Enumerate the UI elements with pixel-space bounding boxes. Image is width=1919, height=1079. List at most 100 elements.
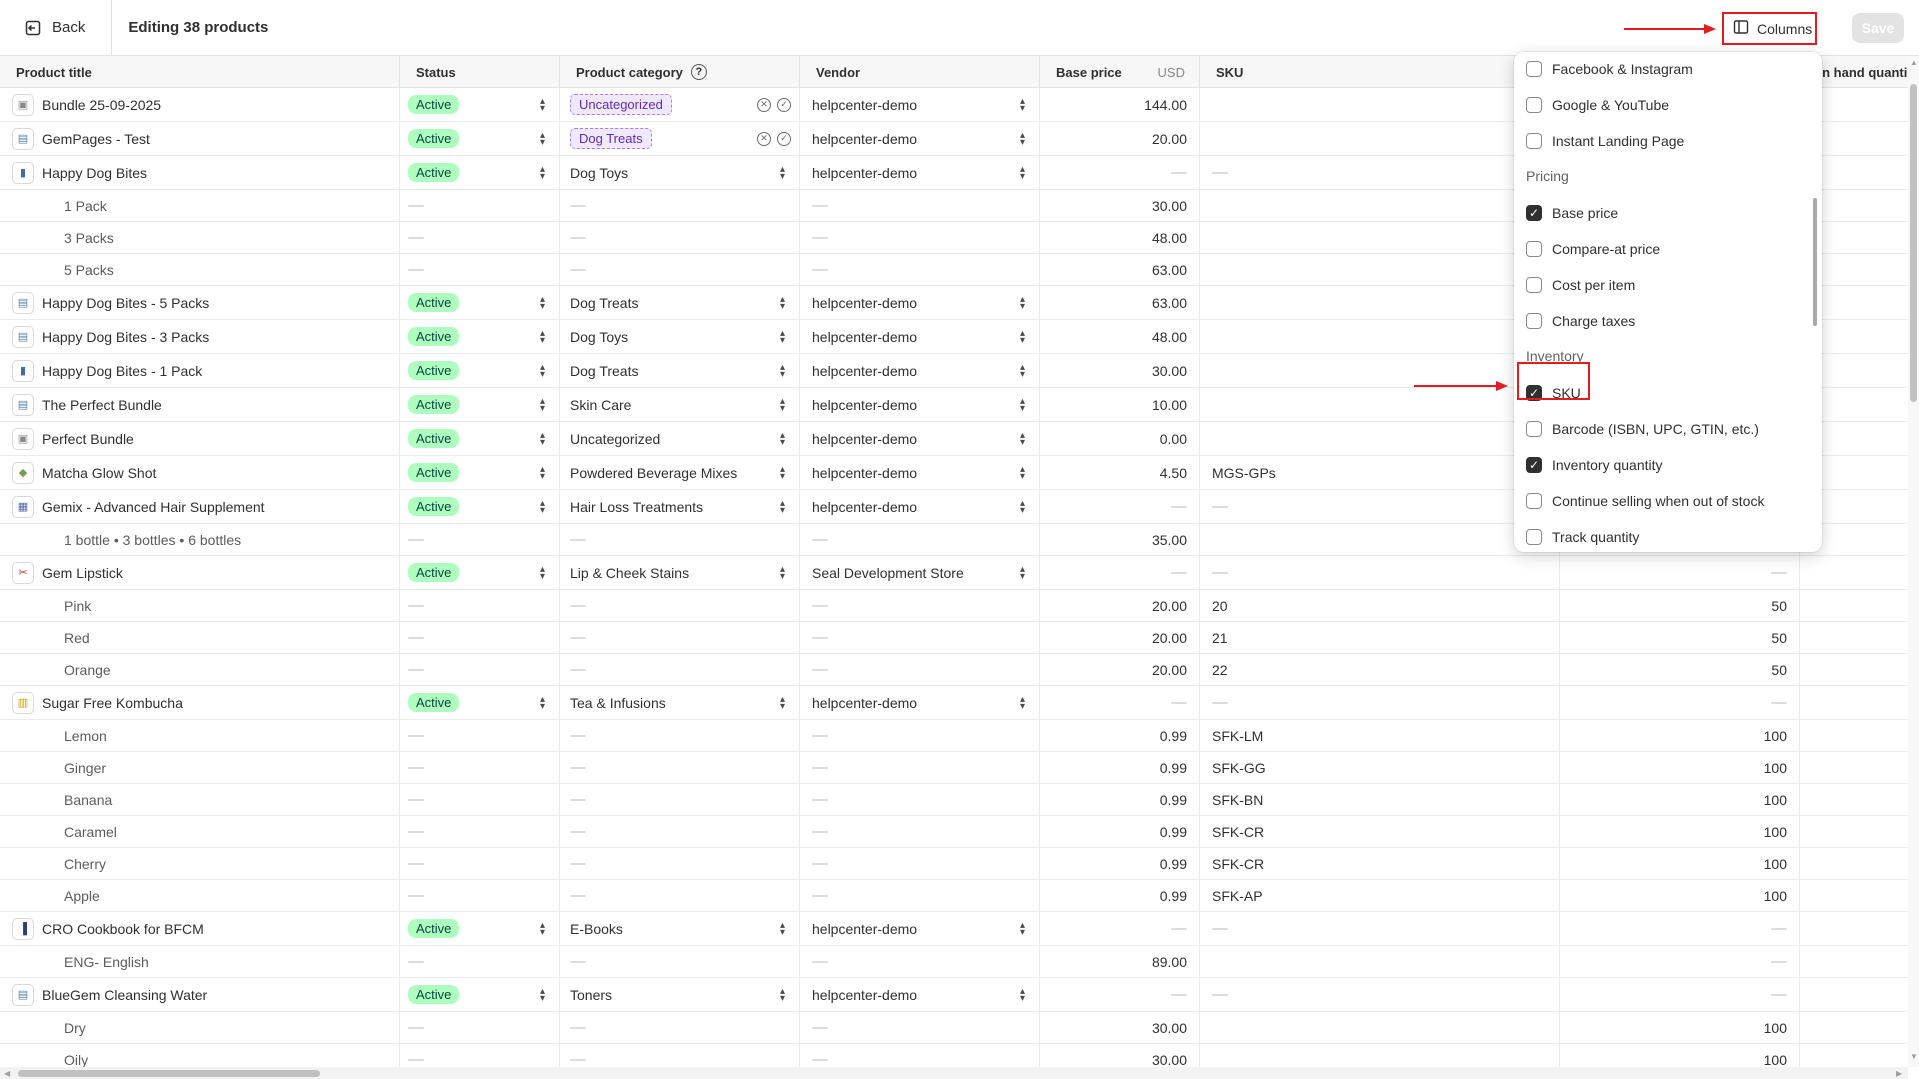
product-title-cell[interactable]: ▮ Happy Dog Bites [0, 156, 400, 189]
on-hand-quantity-cell[interactable] [1800, 978, 1908, 1011]
vendor-cell[interactable]: helpcenter-demo ▴ ▾ [800, 88, 1040, 121]
column-option[interactable]: ✓ SKU [1526, 381, 1581, 405]
select-chevron-icon[interactable]: ▴ ▾ [1019, 985, 1025, 1004]
product-category-cell[interactable]: Uncategorized ▴ ▾ [560, 422, 800, 455]
reject-icon[interactable]: ✕ [757, 97, 771, 112]
on-hand-quantity-cell[interactable] [1800, 912, 1908, 945]
vendor-cell[interactable]: Seal Development Store ▴ ▾ [800, 556, 1040, 589]
base-price-cell[interactable]: 10.00 [1040, 388, 1200, 421]
checkbox-unchecked-icon[interactable] [1526, 421, 1542, 437]
product-category-cell[interactable]: Tea & Infusions ▴ ▾ [560, 686, 800, 719]
inventory-quantity-cell[interactable]: 50 [1560, 654, 1800, 685]
product-row[interactable]: ▤ Happy Dog Bites - 5 Packs Active ▴ ▾ Dog Tr… [0, 286, 1908, 320]
status-cell[interactable]: Active ▴ ▾ [400, 490, 560, 523]
product-category-cell[interactable] [560, 190, 800, 221]
scroll-up-icon[interactable]: ▲ [1910, 58, 1918, 67]
vendor-cell[interactable] [800, 784, 1040, 815]
checkbox-checked-icon[interactable]: ✓ [1526, 457, 1542, 473]
sku-cell[interactable]: SFK-LM [1200, 720, 1560, 751]
inventory-quantity-cell[interactable] [1560, 912, 1800, 945]
vendor-cell[interactable]: helpcenter-demo ▴ ▾ [800, 388, 1040, 421]
vendor-cell[interactable] [800, 1012, 1040, 1043]
base-price-cell[interactable]: 48.00 [1040, 320, 1200, 353]
sku-cell[interactable] [1200, 1044, 1560, 1067]
base-price-cell[interactable] [1040, 556, 1200, 589]
base-price-cell[interactable]: 63.00 [1040, 286, 1200, 319]
vendor-cell[interactable] [800, 1044, 1040, 1067]
select-chevron-icon[interactable]: ▴ ▾ [1019, 163, 1025, 182]
select-chevron-icon[interactable]: ▴ ▾ [779, 163, 785, 182]
sku-cell[interactable] [1200, 190, 1560, 221]
product-title-cell[interactable]: Caramel [0, 816, 400, 847]
base-price-cell[interactable]: 0.99 [1040, 720, 1200, 751]
sku-cell[interactable]: 20 [1200, 590, 1560, 621]
status-cell[interactable]: Active ▴ ▾ [400, 286, 560, 319]
vendor-cell[interactable] [800, 622, 1040, 653]
product-category-cell[interactable]: Dog Treats ▴ ▾ [560, 354, 800, 387]
status-cell[interactable]: Active ▴ ▾ [400, 422, 560, 455]
vendor-cell[interactable]: helpcenter-demo ▴ ▾ [800, 912, 1040, 945]
status-cell[interactable] [400, 222, 560, 253]
product-title-cell[interactable]: 1 Pack [0, 190, 400, 221]
product-title-cell[interactable]: ENG- English [0, 946, 400, 977]
select-chevron-icon[interactable]: ▴ ▾ [539, 129, 545, 148]
inventory-quantity-cell[interactable] [1560, 946, 1800, 977]
base-price-cell[interactable]: 35.00 [1040, 524, 1200, 555]
on-hand-quantity-cell[interactable] [1800, 556, 1908, 589]
status-cell[interactable] [400, 590, 560, 621]
header-product-category[interactable]: Product category ? [560, 56, 800, 88]
base-price-cell[interactable]: 4.50 [1040, 456, 1200, 489]
base-price-cell[interactable]: 0.99 [1040, 848, 1200, 879]
column-option[interactable]: Cost per item [1526, 273, 1635, 297]
variant-row[interactable]: Orange 20.00 22 50 [0, 654, 1908, 686]
status-cell[interactable]: Active ▴ ▾ [400, 388, 560, 421]
product-title-cell[interactable]: Banana [0, 784, 400, 815]
vendor-cell[interactable] [800, 848, 1040, 879]
column-option[interactable]: ✓ Inventory quantity [1526, 453, 1663, 477]
checkbox-unchecked-icon[interactable] [1526, 241, 1542, 257]
header-status[interactable]: Status [400, 56, 560, 88]
variant-row[interactable]: 5 Packs 63.00 [0, 254, 1908, 286]
sku-cell[interactable]: SFK-BN [1200, 784, 1560, 815]
vendor-cell[interactable] [800, 816, 1040, 847]
product-title-cell[interactable]: Pink [0, 590, 400, 621]
vendor-cell[interactable] [800, 524, 1040, 555]
inventory-quantity-cell[interactable]: 100 [1560, 816, 1800, 847]
status-cell[interactable]: Active ▴ ▾ [400, 320, 560, 353]
select-chevron-icon[interactable]: ▴ ▾ [779, 693, 785, 712]
select-chevron-icon[interactable]: ▴ ▾ [539, 327, 545, 346]
product-category-cell[interactable]: Dog Treats ▴ ▾ [560, 286, 800, 319]
inventory-quantity-cell[interactable]: 100 [1560, 784, 1800, 815]
vendor-cell[interactable]: helpcenter-demo ▴ ▾ [800, 978, 1040, 1011]
product-category-cell[interactable]: Uncategorized ✕ ✓ [560, 88, 800, 121]
select-chevron-icon[interactable]: ▴ ▾ [539, 497, 545, 516]
product-title-cell[interactable]: Ginger [0, 752, 400, 783]
inventory-quantity-cell[interactable]: 100 [1560, 752, 1800, 783]
variant-row[interactable]: Pink 20.00 20 50 [0, 590, 1908, 622]
status-cell[interactable]: Active ▴ ▾ [400, 122, 560, 155]
product-category-cell[interactable] [560, 848, 800, 879]
vendor-cell[interactable] [800, 590, 1040, 621]
base-price-cell[interactable]: 20.00 [1040, 654, 1200, 685]
base-price-cell[interactable] [1040, 978, 1200, 1011]
select-chevron-icon[interactable]: ▴ ▾ [1019, 293, 1025, 312]
base-price-cell[interactable] [1040, 912, 1200, 945]
product-category-cell[interactable]: Lip & Cheek Stains ▴ ▾ [560, 556, 800, 589]
product-row[interactable]: ▐ CRO Cookbook for BFCM Active ▴ ▾ E-Books ▴ ▾ h… [0, 912, 1908, 946]
select-chevron-icon[interactable]: ▴ ▾ [539, 395, 545, 414]
header-base-price[interactable]: Base price USD [1040, 56, 1200, 88]
sku-cell[interactable] [1200, 122, 1560, 155]
sku-cell[interactable]: SFK-CR [1200, 848, 1560, 879]
variant-row[interactable]: Cherry 0.99 SFK-CR 100 [0, 848, 1908, 880]
status-cell[interactable]: Active ▴ ▾ [400, 556, 560, 589]
product-row[interactable]: ▤ GemPages - Test Active ▴ ▾ Dog Treats ✕ ✓ help… [0, 122, 1908, 156]
inventory-quantity-cell[interactable] [1560, 556, 1800, 589]
sku-cell[interactable] [1200, 320, 1560, 353]
product-title-cell[interactable]: ▥ Sugar Free Kombucha [0, 686, 400, 719]
sku-cell[interactable] [1200, 946, 1560, 977]
product-title-cell[interactable]: ▦ Gemix - Advanced Hair Supplement [0, 490, 400, 523]
status-cell[interactable] [400, 654, 560, 685]
product-row[interactable]: ▤ BlueGem Cleansing Water Active ▴ ▾ Toners ▴ ▾… [0, 978, 1908, 1012]
variant-row[interactable]: Red 20.00 21 50 [0, 622, 1908, 654]
inventory-quantity-cell[interactable]: 50 [1560, 622, 1800, 653]
